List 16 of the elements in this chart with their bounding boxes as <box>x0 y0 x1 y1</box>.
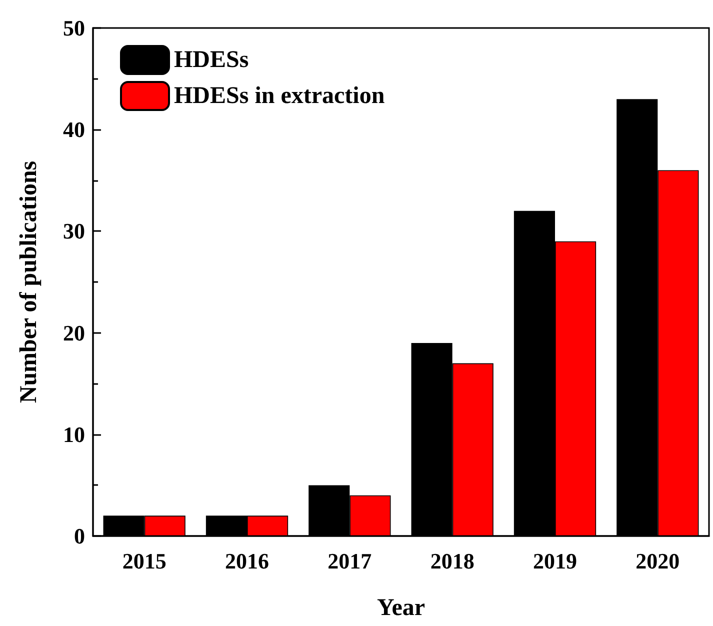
y-tick-label: 10 <box>63 422 85 447</box>
y-tick-label: 50 <box>63 16 85 40</box>
x-tick-label: 2020 <box>636 548 680 574</box>
legend-label: HDESs in extraction <box>174 83 385 109</box>
x-tick-label: 2018 <box>430 548 474 574</box>
y-tick-label: 0 <box>74 524 85 548</box>
x-axis-title: Year <box>377 595 426 621</box>
x-tick-label: 2015 <box>122 548 166 574</box>
y-axis-title: Number of publications <box>16 160 42 404</box>
x-tick-label: 2019 <box>533 548 577 574</box>
y-tick-label: 20 <box>63 320 85 346</box>
y-tick-label: 40 <box>63 117 85 142</box>
x-tick-label: 2016 <box>225 548 269 574</box>
legend-label: HDESs <box>174 47 249 73</box>
x-tick-label: 2017 <box>328 548 372 574</box>
y-tick-label: 30 <box>63 218 85 244</box>
